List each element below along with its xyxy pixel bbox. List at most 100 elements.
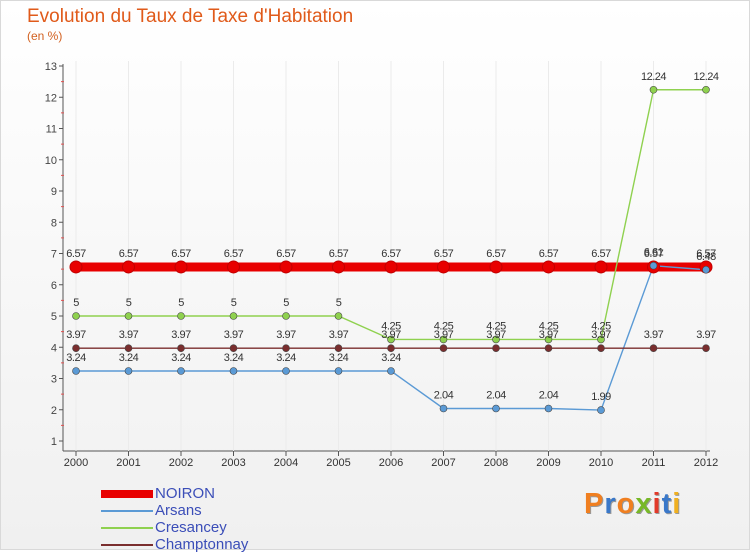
data-point-arsans-2009 [544, 404, 553, 413]
data-point-champtonnay-2002 [177, 344, 185, 352]
data-label-cresancey-2003: 5 [231, 297, 237, 309]
data-point-arsans-2002 [177, 367, 185, 375]
data-point-noiron-2006 [384, 260, 398, 274]
x-tick-label-2011: 2011 [642, 457, 666, 469]
data-label-champtonnay-2010: 3.97 [591, 329, 611, 341]
logo-letter: r [604, 488, 617, 520]
data-point-champtonnay-2001 [124, 344, 133, 352]
data-label-cresancey-2006: 4.25 [381, 320, 401, 332]
data-point-arsans-2011 [649, 261, 658, 270]
data-label-arsans-2007: 2.04 [434, 390, 454, 402]
data-point-noiron-2007 [437, 260, 450, 274]
data-label-arsans-2001: 3.24 [119, 352, 139, 364]
data-point-champtonnay-2011 [649, 344, 658, 352]
x-tick-label-2012: 2012 [694, 457, 718, 469]
data-label-cresancey-2005: 5 [336, 297, 342, 309]
data-label-noiron-2002: 6.57 [171, 248, 191, 260]
data-label-noiron-2008: 6.57 [486, 248, 506, 260]
data-point-champtonnay-2003 [229, 344, 238, 352]
y-tick-label-11: 11 [46, 124, 57, 136]
data-point-cresancey-2012 [702, 85, 710, 94]
data-point-noiron-2004 [279, 260, 293, 274]
data-label-cresancey-2008: 4.25 [486, 320, 506, 332]
data-label-noiron-2005: 6.57 [329, 248, 349, 260]
legend-label-noiron: NOIRON [155, 485, 215, 502]
legend-label-cresancey: Cresancey [155, 519, 227, 536]
data-label-champtonnay-2009: 3.97 [539, 329, 559, 341]
data-label-arsans-2008: 2.04 [486, 390, 506, 402]
data-label-arsans-2010: 1.99 [591, 391, 611, 403]
data-point-champtonnay-2000 [72, 344, 80, 352]
data-label-champtonnay-2005: 3.97 [329, 329, 349, 341]
data-label-arsans-2009: 2.04 [539, 390, 559, 402]
data-label-cresancey-2009: 4.25 [539, 320, 559, 332]
data-label-champtonnay-2011: 3.97 [644, 329, 664, 341]
data-label-champtonnay-2007: 3.97 [434, 329, 454, 341]
logo-letter: x [635, 488, 653, 520]
data-label-cresancey-2001: 5 [126, 297, 132, 309]
data-label-champtonnay-2003: 3.97 [224, 329, 244, 341]
data-point-arsans-2012 [702, 265, 710, 274]
data-point-noiron-2001 [122, 260, 135, 274]
y-tick-label-7: 7 [51, 249, 57, 261]
y-tick-label-3: 3 [51, 374, 57, 386]
data-label-cresancey-2002: 5 [178, 297, 184, 309]
data-point-arsans-2005 [334, 367, 343, 375]
x-tick-label-2005: 2005 [326, 457, 350, 469]
data-label-noiron-2001: 6.57 [119, 248, 139, 260]
data-label-arsans-2004: 3.24 [276, 352, 296, 364]
data-point-noiron-2008 [489, 260, 503, 274]
data-label-arsans-2005: 3.24 [329, 352, 349, 364]
x-tick-label-2008: 2008 [484, 457, 508, 469]
data-label-champtonnay-2004: 3.97 [276, 329, 296, 341]
logo-letter: i [672, 488, 682, 520]
data-point-champtonnay-2006 [387, 344, 395, 352]
data-point-cresancey-2003 [229, 312, 238, 320]
unit-label: (en %) [27, 29, 63, 43]
logo-letter: t [661, 488, 673, 520]
data-point-champtonnay-2004 [282, 344, 290, 352]
legend-swatch-noiron [101, 490, 153, 498]
x-tick-label-2010: 2010 [589, 457, 613, 469]
data-label-cresancey-2007: 4.25 [434, 320, 454, 332]
data-label-arsans-2011: 6.61 [644, 247, 664, 259]
data-label-arsans-2012: 6.48 [696, 251, 716, 263]
data-label-arsans-2003: 3.24 [224, 352, 244, 364]
data-label-champtonnay-2012: 3.97 [696, 329, 716, 341]
data-label-arsans-2000: 3.24 [66, 352, 86, 364]
y-tick-label-9: 9 [51, 186, 57, 198]
x-tick-label-2002: 2002 [169, 457, 193, 469]
x-tick-label-2006: 2006 [379, 457, 403, 469]
data-label-champtonnay-2000: 3.97 [66, 329, 86, 341]
data-point-cresancey-2009 [544, 335, 553, 344]
data-label-arsans-2002: 3.24 [171, 352, 191, 364]
data-point-cresancey-2008 [492, 335, 500, 344]
data-label-noiron-2010: 6.57 [591, 248, 611, 260]
data-point-arsans-2008 [492, 404, 500, 413]
data-point-arsans-2000 [72, 367, 80, 375]
data-point-noiron-2010 [594, 260, 608, 274]
data-label-champtonnay-2006: 3.97 [381, 329, 401, 341]
data-point-cresancey-2007 [439, 335, 448, 344]
data-point-cresancey-2004 [282, 312, 290, 320]
legend-swatch-cresancey [101, 527, 153, 529]
data-label-cresancey-2010: 4.25 [591, 320, 611, 332]
data-label-arsans-2006: 3.24 [381, 352, 401, 364]
legend-swatch-arsans [101, 510, 153, 512]
data-point-cresancey-2002 [177, 312, 185, 320]
data-point-arsans-2001 [124, 367, 133, 375]
data-point-champtonnay-2010 [597, 344, 605, 352]
data-label-noiron-2004: 6.57 [276, 248, 296, 260]
data-point-arsans-2007 [439, 404, 448, 413]
x-tick-label-2003: 2003 [221, 457, 245, 469]
data-label-noiron-2007: 6.57 [434, 248, 454, 260]
data-point-champtonnay-2007 [439, 344, 448, 352]
y-tick-label-12: 12 [45, 92, 57, 104]
data-point-champtonnay-2012 [702, 344, 710, 352]
data-point-noiron-2002 [174, 260, 188, 274]
data-point-arsans-2003 [229, 367, 238, 375]
x-tick-label-2004: 2004 [274, 457, 298, 469]
x-tick-label-2007: 2007 [431, 457, 455, 469]
data-label-noiron-2011: 6.57 [644, 248, 664, 260]
